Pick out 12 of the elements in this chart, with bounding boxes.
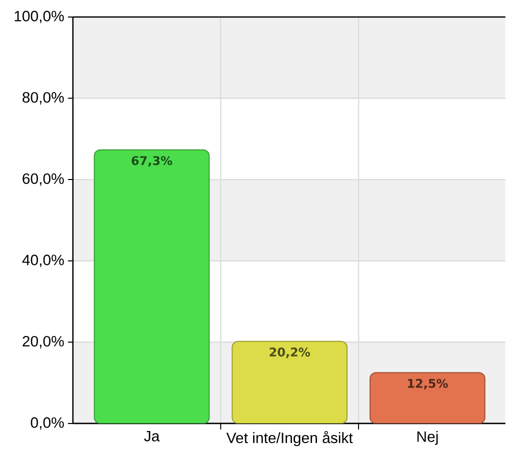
y-tick-label: 100,0% [14, 10, 64, 23]
x-tick-label: Vet inte/Ingen åsikt [226, 430, 353, 446]
y-tick-label: 20,0% [22, 336, 64, 348]
x-tick-label: Nej [417, 430, 438, 445]
y-tick-label: 0,0% [30, 417, 64, 430]
data-label: 20,2% [270, 347, 310, 358]
y-tick-label: 60,0% [22, 173, 64, 186]
y-tick-label: 40,0% [22, 254, 64, 267]
data-label: 12,5% [408, 378, 448, 390]
data-label: 67,3% [132, 156, 172, 166]
y-tick-label: 80,0% [22, 92, 64, 104]
x-tick-label: Ja [144, 430, 160, 442]
